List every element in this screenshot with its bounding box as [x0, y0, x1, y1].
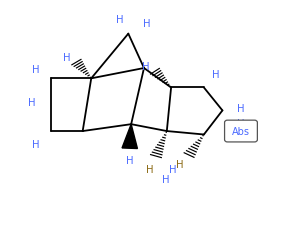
Text: H: H [237, 104, 245, 114]
Text: H: H [212, 70, 219, 79]
Text: H: H [237, 119, 245, 128]
Polygon shape [122, 125, 137, 149]
FancyBboxPatch shape [225, 121, 257, 142]
Text: H: H [32, 65, 39, 75]
Text: H: H [162, 174, 169, 184]
Text: H: H [169, 164, 176, 174]
Text: H: H [116, 15, 124, 25]
Text: H: H [143, 19, 151, 29]
Text: H: H [146, 164, 154, 174]
Text: H: H [28, 98, 35, 108]
Text: Abs: Abs [232, 127, 250, 137]
Text: H: H [142, 61, 149, 71]
Text: H: H [126, 155, 134, 165]
Text: H: H [32, 139, 39, 149]
Text: H: H [63, 52, 71, 62]
Text: H: H [176, 160, 183, 170]
